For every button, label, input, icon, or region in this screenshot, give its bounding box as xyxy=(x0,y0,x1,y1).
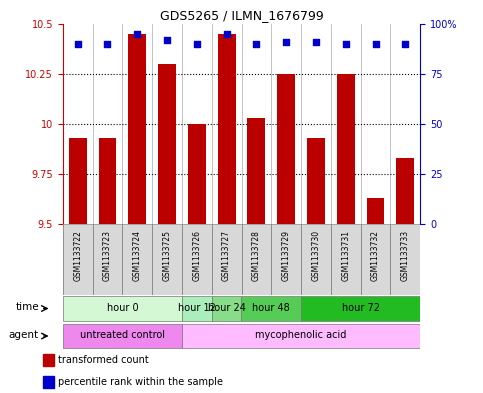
FancyBboxPatch shape xyxy=(182,224,212,295)
FancyBboxPatch shape xyxy=(182,296,212,321)
FancyBboxPatch shape xyxy=(390,224,420,295)
Bar xyxy=(69,138,86,224)
Bar xyxy=(307,138,325,224)
Point xyxy=(74,40,82,47)
Point xyxy=(282,39,290,45)
Text: agent: agent xyxy=(9,330,39,340)
Point xyxy=(193,40,201,47)
Text: mycophenolic acid: mycophenolic acid xyxy=(256,331,347,340)
FancyBboxPatch shape xyxy=(331,224,361,295)
Bar xyxy=(218,34,236,224)
Bar xyxy=(247,118,265,224)
Text: GSM1133731: GSM1133731 xyxy=(341,230,350,281)
Text: GSM1133727: GSM1133727 xyxy=(222,230,231,281)
FancyBboxPatch shape xyxy=(361,224,390,295)
Point xyxy=(372,40,380,47)
Bar xyxy=(277,73,295,224)
Point xyxy=(401,40,409,47)
Bar xyxy=(397,158,414,224)
Text: GSM1133732: GSM1133732 xyxy=(371,230,380,281)
Text: time: time xyxy=(15,302,39,312)
Bar xyxy=(128,34,146,224)
FancyBboxPatch shape xyxy=(301,224,331,295)
Text: untreated control: untreated control xyxy=(80,331,165,340)
Text: hour 24: hour 24 xyxy=(208,303,245,313)
Text: hour 12: hour 12 xyxy=(178,303,216,313)
Bar xyxy=(99,138,116,224)
Point xyxy=(253,40,260,47)
Point xyxy=(104,40,112,47)
Point xyxy=(312,39,320,45)
Bar xyxy=(188,124,206,224)
Title: GDS5265 / ILMN_1676799: GDS5265 / ILMN_1676799 xyxy=(159,9,324,22)
FancyBboxPatch shape xyxy=(63,224,93,295)
Bar xyxy=(43,354,54,366)
Bar xyxy=(337,73,355,224)
Text: GSM1133729: GSM1133729 xyxy=(282,230,291,281)
Text: GSM1133726: GSM1133726 xyxy=(192,230,201,281)
Bar xyxy=(367,198,384,224)
Point xyxy=(223,30,230,37)
Text: GSM1133723: GSM1133723 xyxy=(103,230,112,281)
Text: percentile rank within the sample: percentile rank within the sample xyxy=(58,377,223,387)
Point xyxy=(133,30,141,37)
FancyBboxPatch shape xyxy=(63,324,182,348)
FancyBboxPatch shape xyxy=(301,296,420,321)
FancyBboxPatch shape xyxy=(212,224,242,295)
FancyBboxPatch shape xyxy=(63,296,182,321)
Bar xyxy=(158,64,176,224)
Text: GSM1133733: GSM1133733 xyxy=(401,230,410,281)
FancyBboxPatch shape xyxy=(212,296,242,321)
FancyBboxPatch shape xyxy=(93,224,122,295)
FancyBboxPatch shape xyxy=(242,296,301,321)
Text: GSM1133724: GSM1133724 xyxy=(133,230,142,281)
Text: hour 48: hour 48 xyxy=(253,303,290,313)
Text: hour 72: hour 72 xyxy=(341,303,380,313)
FancyBboxPatch shape xyxy=(182,324,420,348)
FancyBboxPatch shape xyxy=(152,224,182,295)
Text: GSM1133728: GSM1133728 xyxy=(252,230,261,281)
Text: GSM1133730: GSM1133730 xyxy=(312,230,320,281)
Text: transformed count: transformed count xyxy=(58,355,148,365)
FancyBboxPatch shape xyxy=(242,224,271,295)
Point xyxy=(342,40,350,47)
Bar xyxy=(43,376,54,388)
FancyBboxPatch shape xyxy=(271,224,301,295)
Point xyxy=(163,37,171,43)
Text: GSM1133722: GSM1133722 xyxy=(73,230,82,281)
Text: GSM1133725: GSM1133725 xyxy=(163,230,171,281)
FancyBboxPatch shape xyxy=(122,224,152,295)
Text: hour 0: hour 0 xyxy=(107,303,138,313)
